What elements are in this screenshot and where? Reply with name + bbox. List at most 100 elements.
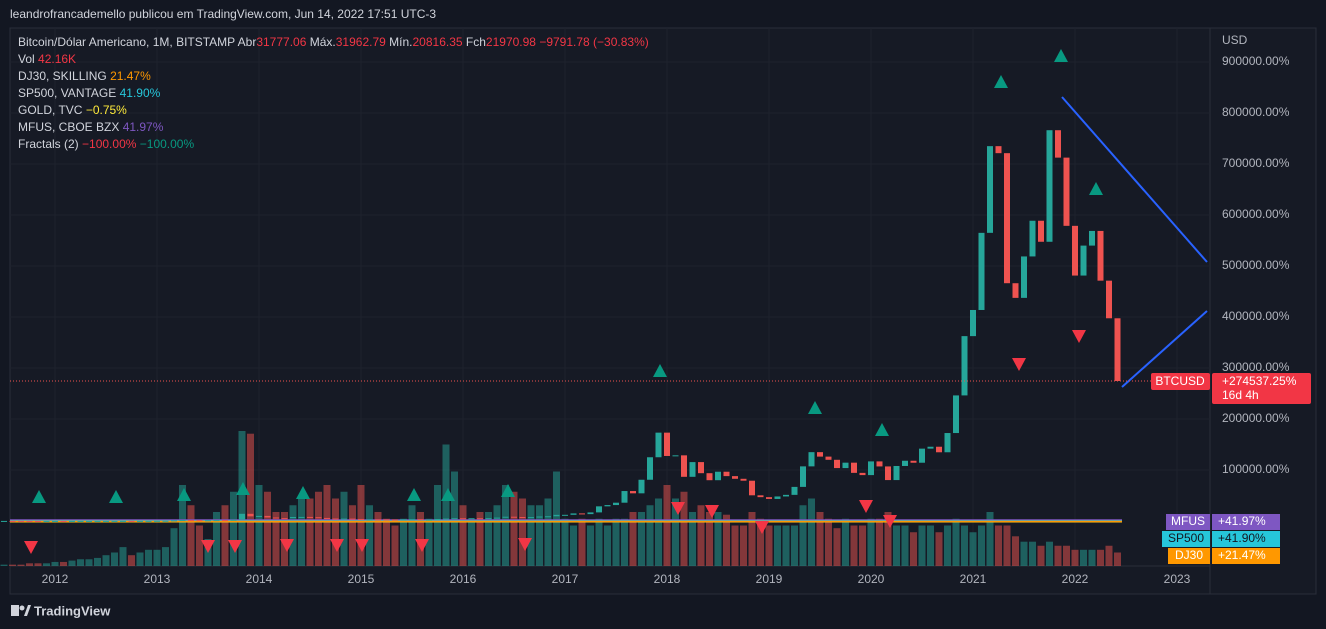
volume-bar — [1029, 541, 1036, 566]
candle-body — [825, 456, 832, 460]
volume-bar — [706, 512, 713, 566]
x-tick-label: 2015 — [348, 572, 375, 586]
fractal-up — [236, 482, 250, 495]
volume-bar — [944, 525, 951, 566]
x-tick-label: 2014 — [246, 572, 273, 586]
candle-body — [698, 462, 704, 474]
volume-bar — [77, 559, 84, 566]
volume-bar — [859, 525, 866, 566]
candle-body — [239, 513, 245, 520]
volume-bar — [553, 471, 560, 566]
candle-body — [128, 520, 135, 522]
fractal-down — [1072, 330, 1086, 343]
volume-bar — [145, 549, 152, 566]
volume-bar — [850, 525, 858, 566]
volume-bar — [536, 505, 543, 566]
candle-body — [298, 516, 305, 518]
volume-bar — [799, 505, 807, 566]
candle-body — [978, 232, 985, 310]
candle-body — [349, 518, 356, 520]
fractal-down — [671, 502, 685, 515]
candle-body — [672, 455, 679, 457]
candle-body — [723, 471, 730, 477]
volume-bar — [910, 532, 917, 566]
fractal-up — [653, 364, 667, 377]
axis-labels: 100000.00% 200000.00% 300000.00% 400000.00%… — [42, 54, 1290, 586]
volume-bar — [1054, 545, 1062, 566]
volume-bar — [255, 485, 263, 566]
currency-label: USD — [1222, 33, 1248, 47]
candle-body — [171, 520, 177, 522]
volume-bar — [179, 485, 186, 566]
candle-body — [43, 520, 50, 522]
dj30-tag: DJ30 +21.47% — [1168, 548, 1280, 564]
volume-bar — [969, 532, 977, 566]
fractal-up — [32, 490, 46, 503]
candle-body — [1072, 225, 1078, 276]
candle-body — [919, 448, 925, 463]
volume-bar — [408, 505, 416, 566]
candle-body — [290, 516, 296, 519]
candle-body — [485, 518, 492, 520]
candle-body — [579, 513, 585, 515]
fractal-down — [859, 500, 873, 513]
overlay-value: 41.97% — [123, 120, 164, 134]
y-tick-label: 400000.00% — [1222, 309, 1290, 323]
fractal-down — [280, 539, 294, 552]
volume-bar — [230, 491, 237, 566]
candle-body — [451, 518, 458, 520]
tag-value: +21.47% — [1218, 548, 1266, 562]
candle-body — [213, 520, 220, 522]
fractal-up — [1054, 49, 1068, 62]
volume-bar — [94, 557, 101, 566]
volume-bar — [740, 525, 747, 566]
candle-body — [77, 520, 84, 522]
candle-body — [536, 516, 543, 518]
candle-body — [834, 459, 840, 469]
candle-body — [902, 460, 908, 466]
volume-bar — [995, 525, 1002, 566]
candle-body — [315, 517, 322, 519]
volume-bar — [315, 491, 322, 566]
volume-bar — [374, 512, 382, 566]
volume-bar — [162, 547, 169, 566]
candle-body — [358, 518, 364, 520]
tag-box — [1212, 531, 1280, 547]
candle-body — [154, 520, 160, 522]
volume-bar — [340, 491, 348, 566]
candle-body — [162, 520, 169, 522]
volume-bar — [366, 505, 373, 566]
volume-bar — [544, 498, 552, 566]
x-tick-label: 2013 — [144, 572, 171, 586]
candle-body — [18, 520, 24, 522]
candle-body — [477, 518, 483, 520]
candle-body — [196, 520, 203, 522]
fractal-up — [1089, 182, 1103, 195]
fractal-up — [808, 401, 822, 414]
volume-bar — [1020, 541, 1028, 566]
fractal-up — [177, 488, 191, 501]
candle-body — [307, 516, 313, 518]
candle-body — [145, 520, 152, 522]
volume-bar — [833, 528, 841, 566]
x-tick-label: 2021 — [960, 572, 987, 586]
fractal-down — [518, 538, 532, 551]
fractal-down — [24, 541, 38, 554]
candle-body — [681, 455, 687, 477]
fractal-down — [1012, 358, 1026, 371]
volume-bar — [247, 433, 254, 566]
volume-bar — [357, 485, 365, 566]
overlay-name: GOLD, TVC — [18, 103, 83, 117]
candle-body — [179, 520, 186, 522]
candle-body — [111, 520, 118, 522]
volume-bar — [102, 555, 110, 566]
candle-body — [502, 516, 509, 518]
y-tick-label: 700000.00% — [1222, 156, 1290, 170]
volume-bar — [323, 485, 331, 566]
candle-body — [1106, 280, 1112, 319]
volume-bar — [731, 525, 739, 566]
volume-bar — [689, 512, 696, 566]
candle-body — [383, 519, 390, 521]
candle-body — [528, 517, 534, 519]
volume-bar — [782, 525, 790, 566]
